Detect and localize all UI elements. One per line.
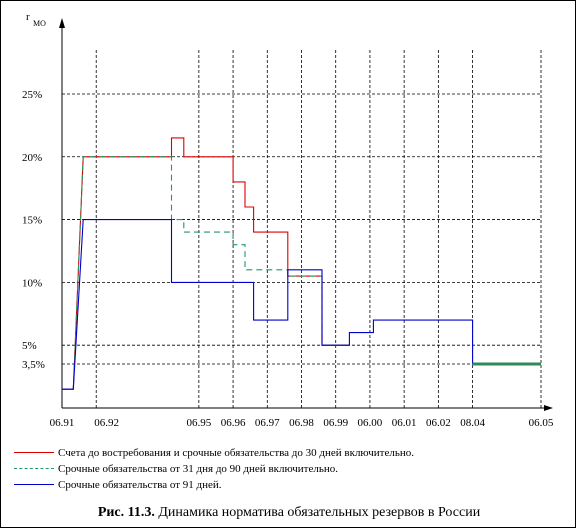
x-tick-label: 06.01 [392, 417, 417, 429]
x-tick-label: 06.97 [255, 417, 280, 429]
legend-label-red: Счета до востребования и срочные обязате… [58, 447, 414, 459]
x-tick-label: 06.95 [186, 417, 211, 429]
legend-label-green: Срочные обязательства от 31 дня до 90 дн… [58, 463, 339, 475]
x-tick-label: 06.99 [323, 417, 348, 429]
y-tick-label: 10% [22, 277, 42, 289]
figure-caption: Рис. 11.3. Динамика норматива обязательн… [0, 505, 578, 521]
caption-number: Рис. 11.3. [97, 505, 155, 520]
y-tick-label: 15% [22, 215, 42, 227]
y-axis-arrow [59, 18, 65, 28]
x-tick-label: 06.96 [221, 417, 246, 429]
x-tick-label: 06.92 [94, 417, 119, 429]
x-tick-label: 06.05 [529, 417, 554, 429]
legend-item-red: Счета до востребования и срочные обязате… [14, 445, 574, 461]
legend-item-green: Срочные обязательства от 31 дня до 90 дн… [14, 461, 574, 477]
series-green-dashed-line [62, 156, 350, 390]
legend: Счета до востребования и срочные обязате… [14, 445, 574, 493]
legend-swatch-blue [14, 484, 54, 485]
x-tick-label: 06.98 [289, 417, 314, 429]
axes [59, 18, 553, 411]
y-tick-label: 25% [22, 89, 42, 101]
series-lines [62, 137, 541, 390]
legend-label-blue: Срочные обязательства от 91 дней. [58, 479, 222, 491]
x-tick-label: 06.00 [358, 417, 383, 429]
legend-swatch-green [14, 468, 54, 469]
x-tick-label: 08.04 [460, 417, 485, 429]
series-blue-line [62, 219, 541, 390]
tick-labels: 25% 20% 15% 10% 5% 3,5% 06.91 06.92 06.95 06.96 06… [22, 89, 554, 429]
y-tick-label: 20% [22, 152, 42, 164]
y-tick-label: 5% [22, 340, 37, 352]
x-axis-arrow [544, 405, 553, 411]
grid-lines [62, 50, 542, 408]
legend-swatch-red [14, 452, 54, 453]
series-red-line [62, 137, 350, 390]
reserve-ratio-chart: 25% 20% 15% 10% 5% 3,5% 06.91 06.92 06.95 06.96 06… [22, 11, 554, 429]
x-tick-label: 06.91 [50, 417, 75, 429]
y-axis-label: r [26, 11, 30, 23]
caption-text: Динамика норматива обязательных резервов… [154, 505, 481, 520]
legend-item-blue: Срочные обязательства от 91 дней. [14, 477, 574, 493]
y-axis-label-subscript: МО [33, 19, 46, 28]
x-tick-label: 06.02 [426, 417, 451, 429]
y-tick-label: 3,5% [22, 359, 45, 371]
